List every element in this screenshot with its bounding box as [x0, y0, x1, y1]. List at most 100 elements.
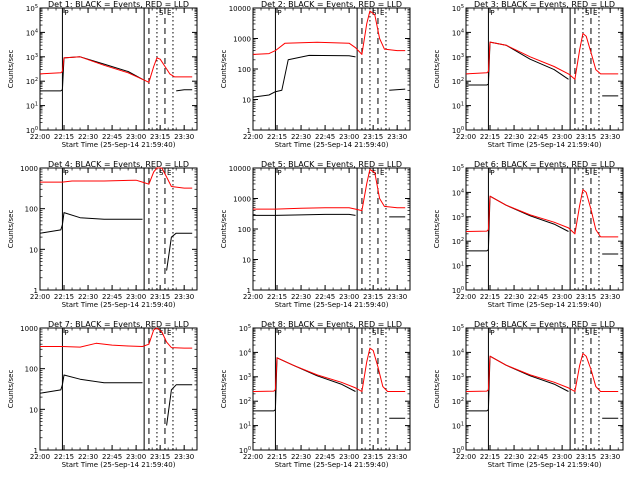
panel-title: Det 7: BLACK = Events, RED = LLD — [48, 320, 189, 329]
x-tick-label: 22:30 — [504, 133, 524, 141]
y-tick-label: 1000 — [233, 36, 251, 44]
x-tick-label: 23:30 — [174, 453, 194, 461]
x-tick-label: 23:00 — [552, 293, 572, 301]
y-axis-label: Counts/sec — [7, 210, 15, 249]
y-tick-label: 104 — [239, 348, 251, 357]
event-marker-label: P — [64, 9, 68, 17]
x-tick-label: 22:30 — [291, 293, 311, 301]
y-tick-label: 104 — [26, 28, 38, 37]
panel-title: Det 4: BLACK = Events, RED = LLD — [48, 160, 189, 169]
y-tick-label: 104 — [452, 28, 464, 37]
x-tick-label: 23:15 — [150, 293, 170, 301]
y-tick-label: 1 — [247, 287, 251, 295]
y-tick-label: 100 — [239, 446, 251, 455]
y-tick-label: 100 — [452, 126, 464, 135]
x-tick-label: 22:45 — [528, 293, 548, 301]
x-tick-label: 23:30 — [600, 133, 620, 141]
event-marker-label: P — [277, 169, 281, 177]
y-tick-label: 105 — [239, 324, 251, 333]
x-axis-label: Start Time (25-Sep-14 21:59:40) — [488, 461, 602, 469]
x-tick-label: 23:00 — [552, 453, 572, 461]
x-tick-label: 23:30 — [174, 133, 194, 141]
x-tick-label: 23:30 — [387, 293, 407, 301]
x-tick-label: 23:15 — [150, 453, 170, 461]
y-tick-label: 1000 — [233, 196, 251, 204]
x-tick-label: 22:15 — [54, 293, 74, 301]
panel-title: Det 8: BLACK = Events, RED = LLD — [261, 320, 402, 329]
event-marker-label: S — [159, 169, 164, 177]
x-tick-label: 23:00 — [126, 293, 146, 301]
y-tick-label: 105 — [452, 4, 464, 13]
series-line — [40, 167, 193, 189]
x-axis-label: Start Time (25-Sep-14 21:59:40) — [488, 301, 602, 309]
series-line — [40, 327, 193, 349]
y-axis-label: Counts/sec — [433, 50, 441, 89]
y-tick-label: 105 — [452, 164, 464, 173]
x-tick-label: 22:45 — [102, 133, 122, 141]
x-axis-label: Start Time (25-Sep-14 21:59:40) — [62, 141, 176, 149]
plot-frame — [39, 167, 198, 291]
x-tick-label: 22:45 — [528, 453, 548, 461]
panel-title: Det 6: BLACK = Events, RED = LLD — [474, 160, 615, 169]
event-marker-label: S — [372, 329, 377, 337]
x-axis-label: Start Time (25-Sep-14 21:59:40) — [62, 461, 176, 469]
x-tick-label: 23:15 — [576, 453, 596, 461]
y-tick-label: 100 — [26, 126, 38, 135]
event-marker-label: P — [490, 329, 494, 337]
x-tick-label: 22:00 — [456, 133, 476, 141]
y-tick-label: 100 — [452, 446, 464, 455]
x-tick-label: 23:15 — [576, 133, 596, 141]
event-marker-label: E — [167, 9, 171, 17]
series-line — [39, 56, 193, 83]
event-marker-label: P — [490, 169, 494, 177]
x-axis-label: Start Time (25-Sep-14 21:59:40) — [275, 141, 389, 149]
x-tick-label: 22:45 — [528, 133, 548, 141]
y-tick-label: 1000 — [20, 165, 38, 173]
y-tick-label: 101 — [239, 422, 251, 431]
y-tick-label: 101 — [452, 102, 464, 111]
y-tick-label: 10 — [242, 97, 251, 105]
y-axis-label: Counts/sec — [220, 50, 228, 89]
x-tick-label: 22:30 — [504, 453, 524, 461]
x-tick-label: 23:30 — [174, 293, 194, 301]
panel-title: Det 1: BLACK = Events, RED = LLD — [48, 0, 189, 9]
event-marker-label: S — [585, 329, 590, 337]
x-tick-label: 22:30 — [78, 133, 98, 141]
y-tick-label: 102 — [452, 397, 464, 406]
y-tick-label: 100 — [238, 226, 251, 234]
x-tick-label: 22:00 — [30, 453, 50, 461]
x-axis-label: Start Time (25-Sep-14 21:59:40) — [275, 461, 389, 469]
x-tick-label: 22:15 — [480, 453, 500, 461]
plot-frame — [252, 327, 411, 451]
detector-panel: Det 6: BLACK = Events, RED = LLD Counts/s… — [433, 160, 624, 309]
x-tick-label: 23:00 — [552, 133, 572, 141]
x-tick-label: 23:00 — [339, 133, 359, 141]
event-marker-label: P — [64, 329, 68, 337]
y-tick-label: 102 — [239, 397, 251, 406]
x-tick-label: 22:00 — [243, 133, 263, 141]
plot-frame — [39, 7, 198, 131]
x-tick-label: 23:15 — [363, 293, 383, 301]
x-tick-label: 22:15 — [267, 293, 287, 301]
x-tick-label: 23:00 — [126, 453, 146, 461]
plot-frame — [465, 167, 624, 291]
event-marker-label: S — [585, 9, 590, 17]
event-marker-label: P — [64, 169, 68, 177]
event-marker-label: S — [372, 9, 377, 17]
x-tick-label: 22:45 — [102, 453, 122, 461]
event-marker-label: E — [593, 169, 597, 177]
x-tick-label: 23:00 — [339, 293, 359, 301]
detector-panel: Det 1: BLACK = Events, RED = LLD Counts/s… — [7, 0, 198, 149]
x-tick-label: 22:45 — [315, 133, 335, 141]
y-tick-label: 10000 — [229, 5, 251, 13]
y-tick-label: 100 — [238, 66, 251, 74]
x-tick-label: 22:45 — [102, 293, 122, 301]
series-line — [252, 54, 406, 98]
y-tick-label: 10 — [29, 246, 38, 254]
x-tick-label: 22:00 — [243, 293, 263, 301]
y-tick-label: 103 — [26, 53, 38, 62]
event-marker-label: S — [585, 169, 590, 177]
x-tick-label: 22:00 — [243, 453, 263, 461]
